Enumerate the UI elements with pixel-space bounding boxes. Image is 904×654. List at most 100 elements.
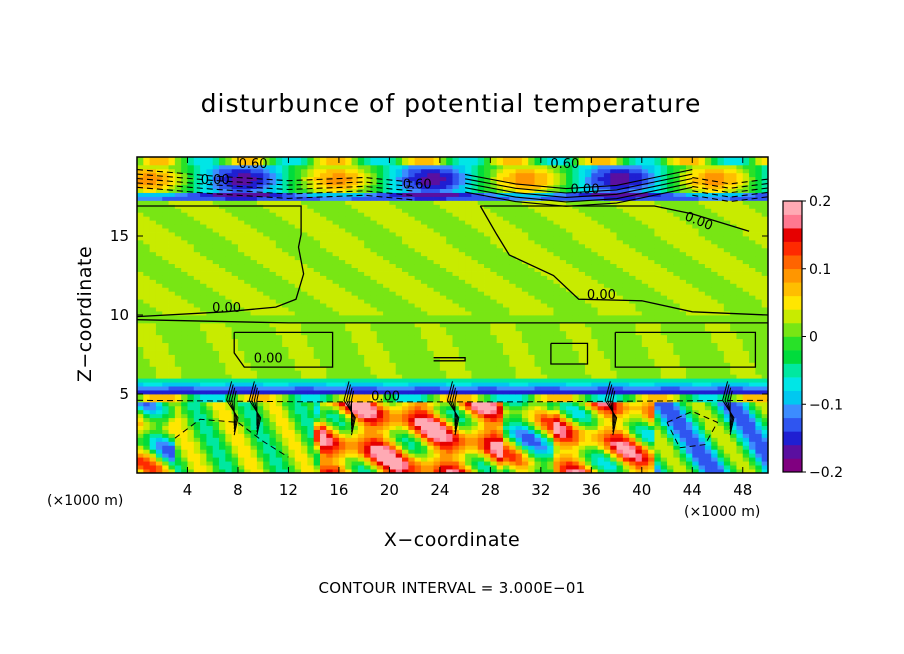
heatmap-cell (717, 421, 725, 426)
heatmap-cell (219, 330, 226, 336)
heatmap-cell (181, 390, 188, 395)
heatmap-cell (219, 338, 226, 344)
heatmap-cell (591, 394, 599, 399)
heatmap-cell (458, 441, 466, 446)
heatmap-cell (370, 413, 378, 419)
heatmap-cell (471, 382, 479, 387)
heatmap-cell (528, 401, 535, 407)
heatmap-cell (263, 405, 270, 411)
heatmap-cell (244, 287, 251, 292)
heatmap-cell (717, 291, 725, 296)
heatmap-cell (402, 441, 409, 446)
heatmap-cell (351, 362, 359, 367)
heatmap-cell (547, 390, 554, 395)
heatmap-cell (364, 409, 371, 415)
heatmap-cell (490, 382, 498, 387)
heatmap-cell (288, 342, 296, 347)
heatmap-cell (490, 469, 498, 474)
heatmap-cell (389, 421, 397, 426)
heatmap-cell (667, 413, 674, 419)
heatmap-cell (698, 401, 706, 407)
heatmap-cell (370, 445, 378, 450)
heatmap-cell (206, 307, 214, 312)
heatmap-cell (162, 409, 169, 415)
heatmap-cell (723, 445, 731, 450)
heatmap-cell (585, 429, 592, 434)
heatmap-cell (181, 307, 188, 312)
heatmap-cell (685, 445, 693, 450)
heatmap-cell (338, 322, 346, 328)
heatmap-cell (288, 303, 296, 308)
heatmap-cell (307, 425, 315, 430)
heatmap-cell (723, 358, 731, 363)
heatmap-cell (465, 291, 472, 296)
heatmap-cell (338, 291, 346, 296)
heatmap-cell (559, 401, 567, 407)
heatmap-cell (294, 429, 302, 434)
heatmap-cell (439, 390, 447, 395)
heatmap-cell (433, 342, 441, 347)
heatmap-cell (389, 350, 397, 355)
heatmap-cell (502, 295, 510, 300)
heatmap-cell (376, 358, 384, 363)
heatmap-cell (616, 457, 624, 462)
heatmap-cell (439, 441, 447, 446)
heatmap-cell (162, 421, 169, 426)
heatmap-cell (338, 394, 346, 399)
heatmap-cell (629, 405, 636, 411)
heatmap-cell (458, 409, 466, 415)
heatmap-cell (755, 330, 763, 336)
heatmap-cell (679, 358, 687, 363)
heatmap-cell (502, 311, 510, 316)
heatmap-cell (540, 350, 548, 355)
heatmap-cell (660, 390, 668, 395)
heatmap-cell (351, 374, 359, 379)
heatmap-cell (667, 295, 674, 300)
heatmap-cell (515, 386, 523, 391)
heatmap-cell (458, 315, 466, 320)
heatmap-cell (667, 307, 674, 312)
heatmap-cell (673, 275, 681, 280)
heatmap-cell (338, 287, 346, 292)
heatmap-cell (566, 421, 573, 426)
heatmap-cell (155, 382, 163, 387)
heatmap-cell (641, 362, 649, 367)
heatmap-cell (660, 283, 668, 288)
heatmap-cell (553, 421, 561, 426)
heatmap-cell (345, 394, 352, 399)
heatmap-cell (219, 425, 226, 430)
heatmap-cell (231, 315, 239, 320)
heatmap-cell (326, 425, 334, 430)
heatmap-cell (603, 338, 611, 344)
heatmap-cell (736, 303, 744, 308)
heatmap-cell (452, 465, 460, 470)
heatmap-cell (439, 437, 447, 442)
heatmap-cell (597, 362, 605, 367)
heatmap-cell (137, 449, 144, 454)
heatmap-cell (275, 291, 283, 296)
heatmap-cell (174, 334, 182, 340)
heatmap-cell (313, 401, 321, 407)
heatmap-cell (528, 378, 535, 383)
heatmap-cell (307, 322, 315, 328)
heatmap-cell (673, 445, 681, 450)
heatmap-cell (742, 469, 750, 474)
heatmap-cell (603, 374, 611, 379)
heatmap-cell (143, 366, 151, 371)
heatmap-cell (414, 425, 422, 430)
heatmap-cell (704, 291, 712, 296)
heatmap-cell (200, 465, 207, 470)
heatmap-cell (610, 374, 617, 379)
heatmap-cell (730, 346, 737, 351)
heatmap-cell (402, 433, 409, 438)
heatmap-cell (307, 429, 315, 434)
heatmap-cell (660, 279, 668, 284)
heatmap-cell (591, 307, 599, 312)
heatmap-cell (641, 374, 649, 379)
heatmap-cell (484, 275, 491, 280)
heatmap-cell (269, 394, 277, 399)
heatmap-cell (635, 354, 643, 359)
heatmap-cell (755, 421, 763, 426)
heatmap-cell (534, 417, 542, 423)
heatmap-cell (275, 425, 283, 430)
